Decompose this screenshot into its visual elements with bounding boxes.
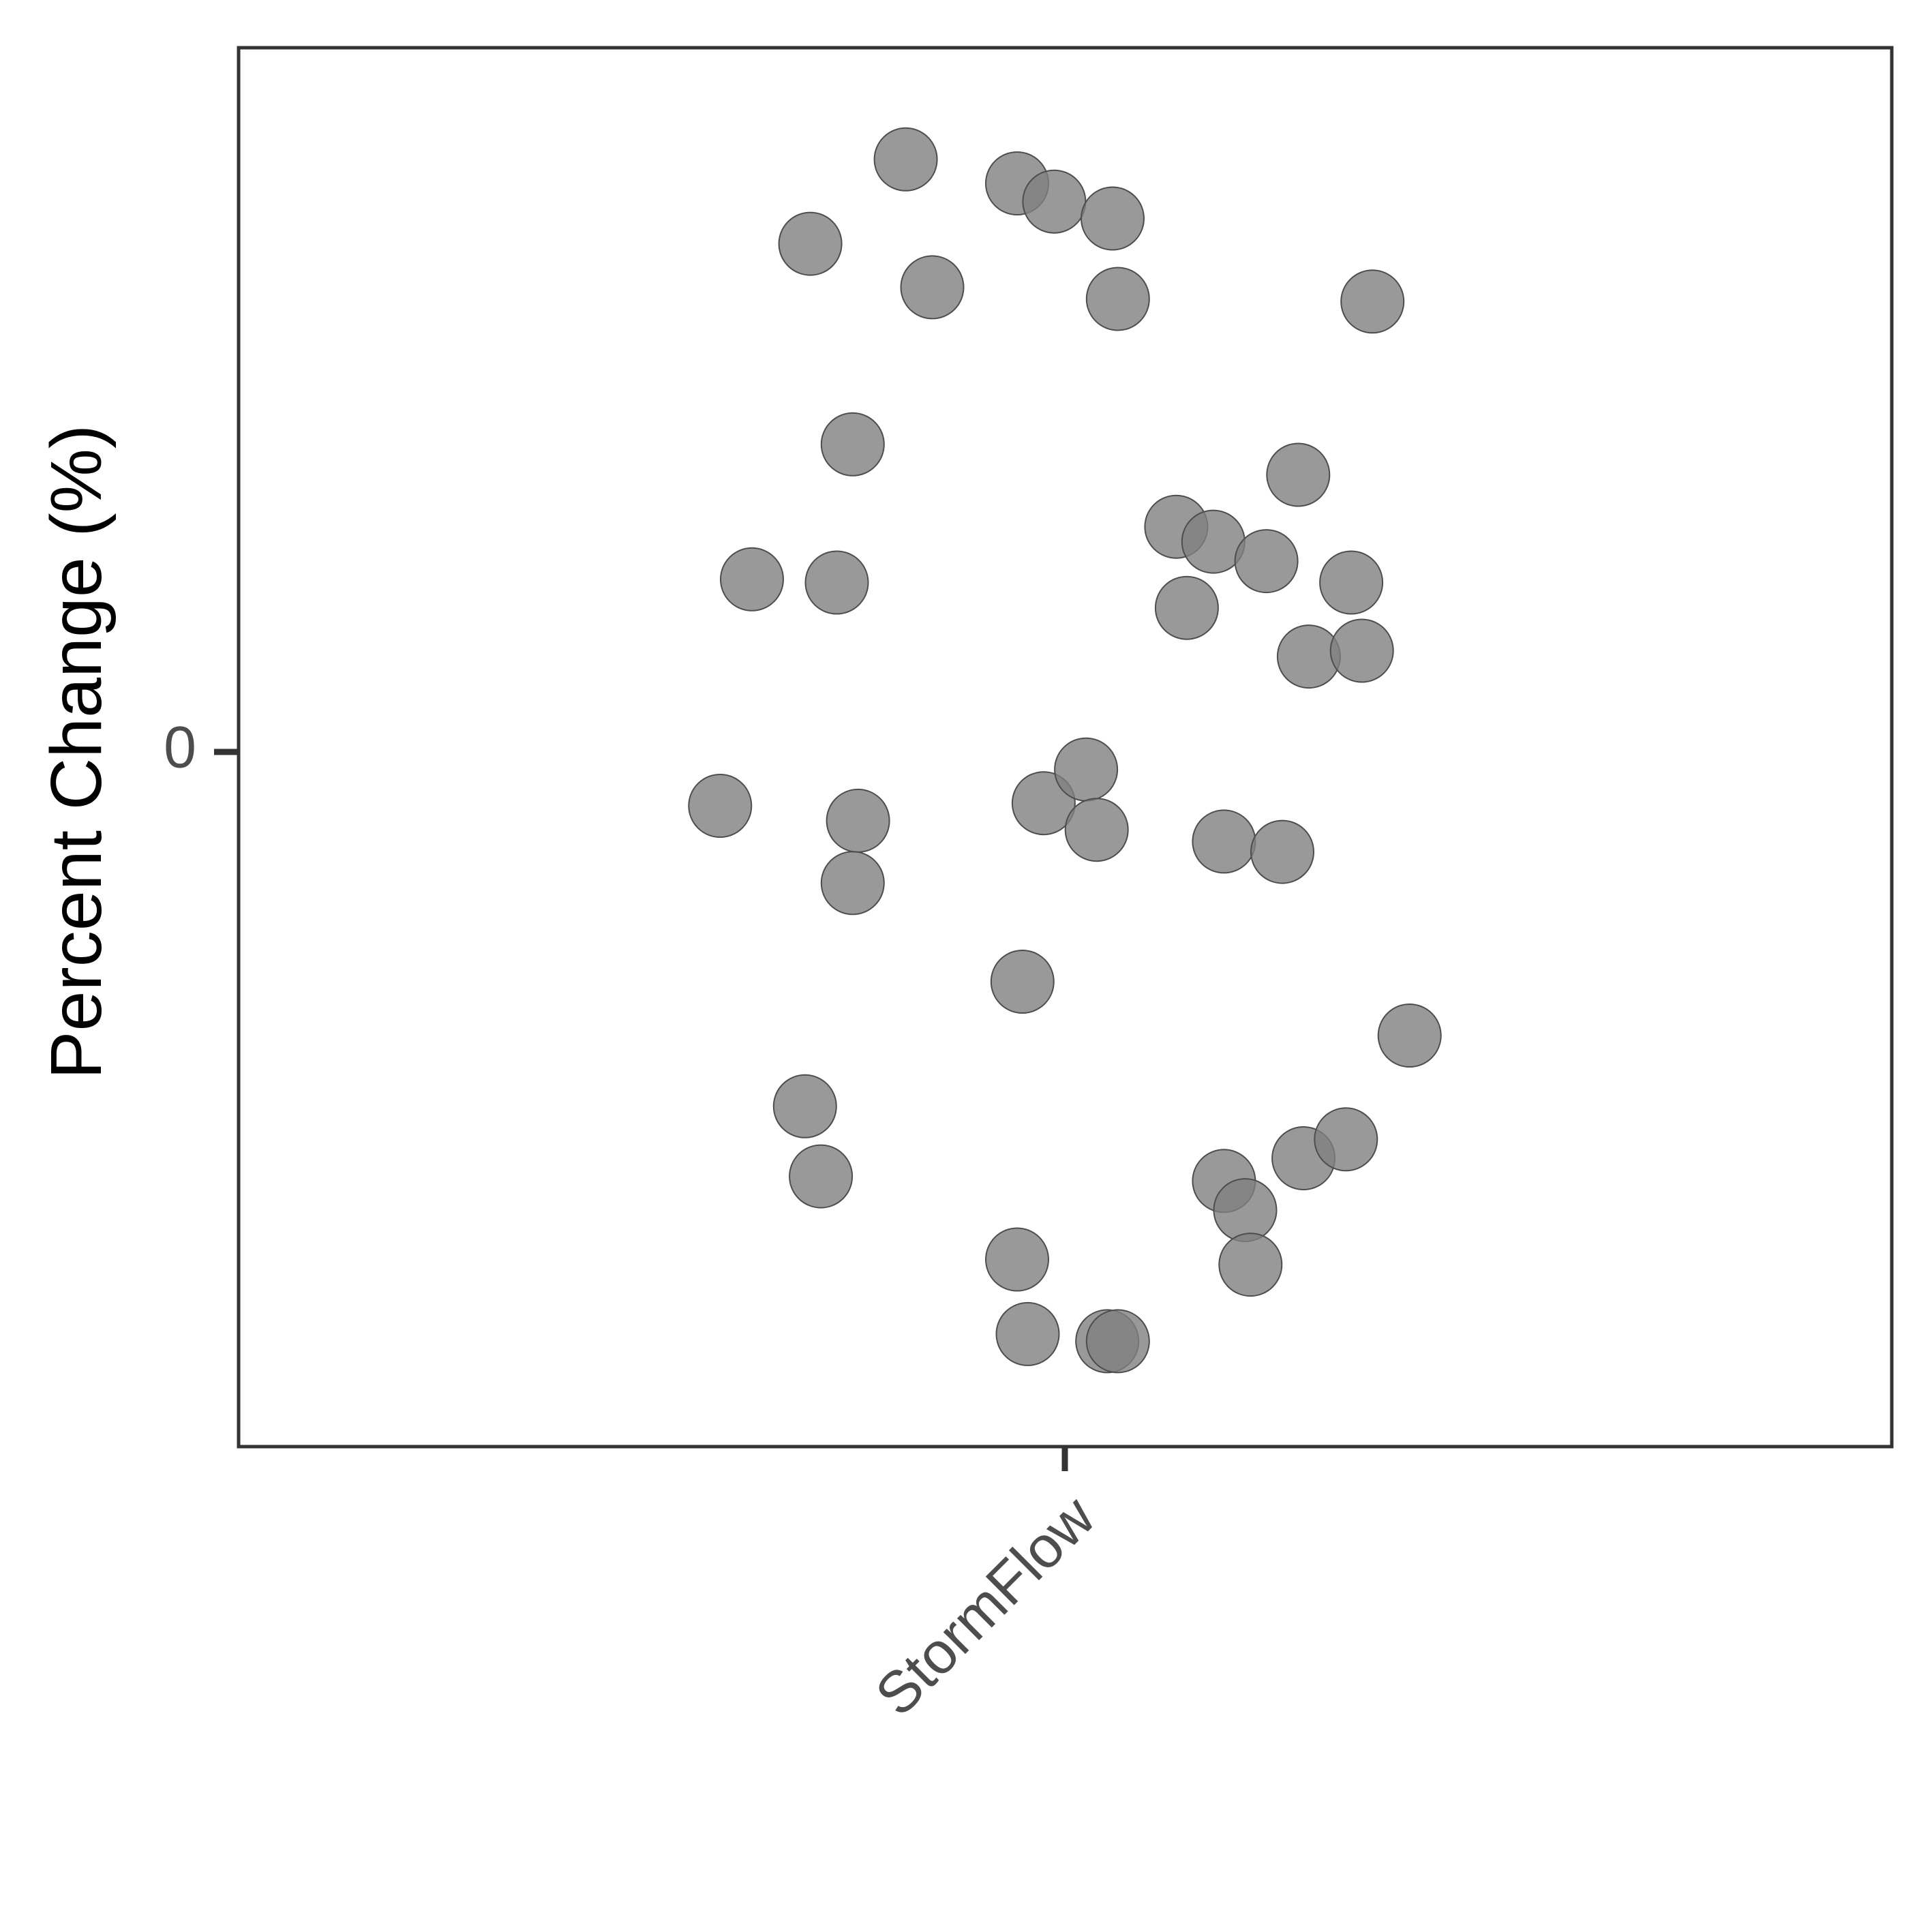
data-point <box>1314 1107 1378 1172</box>
data-point <box>778 211 843 276</box>
data-point <box>985 1227 1049 1292</box>
data-point <box>995 1301 1060 1366</box>
data-point <box>900 255 965 320</box>
data-point <box>820 412 885 477</box>
data-point <box>1192 809 1256 874</box>
data-point <box>688 774 753 838</box>
data-point <box>1081 186 1145 251</box>
data-point <box>1064 798 1129 862</box>
data-point <box>1250 819 1314 884</box>
y-axis-title: Percent Change (%) <box>36 425 117 1079</box>
data-point <box>772 1074 837 1138</box>
data-point <box>990 950 1055 1014</box>
data-point <box>1340 269 1405 334</box>
data-point <box>789 1144 854 1209</box>
data-point <box>1085 267 1150 331</box>
data-point <box>1022 169 1087 234</box>
data-point <box>826 788 890 853</box>
data-point <box>1218 1233 1283 1297</box>
data-point <box>1329 618 1394 683</box>
data-point <box>1319 550 1384 615</box>
y-tick-label: 0 <box>164 715 196 781</box>
data-point <box>1377 1003 1442 1068</box>
points-layer <box>688 127 1442 1374</box>
data-point <box>1234 529 1299 594</box>
data-point <box>1213 1178 1278 1243</box>
data-point <box>873 127 938 192</box>
data-point <box>1154 575 1219 640</box>
data-point <box>1054 737 1119 802</box>
data-point <box>1085 1309 1150 1374</box>
data-point <box>804 550 869 615</box>
data-point <box>1011 771 1076 836</box>
data-point <box>1266 442 1331 507</box>
data-point <box>720 547 784 612</box>
data-point <box>820 851 885 916</box>
